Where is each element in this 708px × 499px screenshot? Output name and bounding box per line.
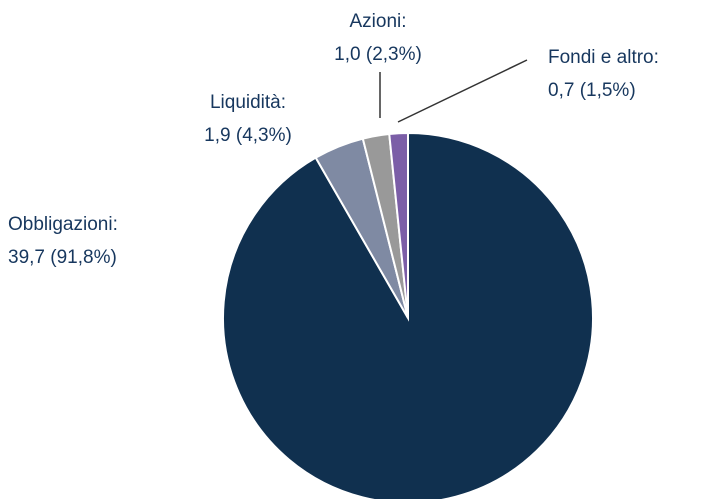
slice-label: Obbligazioni: xyxy=(8,214,118,235)
slice-value-label: 1,9 (4,3%) xyxy=(204,125,292,146)
pie-slice xyxy=(388,131,409,319)
slice-value-label: 0,7 (1,5%) xyxy=(548,80,636,101)
slice-label: Fondi e altro: xyxy=(548,47,659,68)
slice-label: Azioni: xyxy=(349,11,406,32)
leader-line xyxy=(397,59,528,123)
slice-value-label: 1,0 (2,3%) xyxy=(334,44,422,65)
slice-value-label: 39,7 (91,8%) xyxy=(8,247,117,268)
slice-label: Liquidità: xyxy=(210,92,286,113)
